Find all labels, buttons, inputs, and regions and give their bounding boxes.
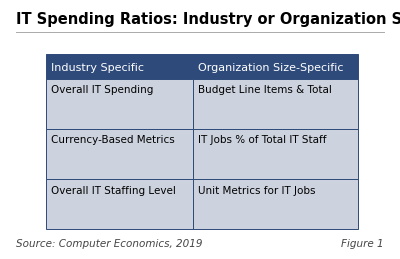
Text: Budget Line Items & Total: Budget Line Items & Total [198, 85, 332, 95]
Text: Overall IT Spending: Overall IT Spending [51, 85, 154, 95]
Bar [46, 54, 193, 79]
Bar [193, 54, 358, 79]
Bar [46, 129, 193, 179]
Text: Organization Size-Specific: Organization Size-Specific [198, 63, 343, 73]
Bar [193, 179, 358, 229]
Text: IT Spending Ratios: Industry or Organization Size?: IT Spending Ratios: Industry or Organiza… [16, 12, 400, 27]
Text: Figure 1: Figure 1 [341, 239, 384, 249]
Text: IT Jobs % of Total IT Staff: IT Jobs % of Total IT Staff [198, 135, 326, 146]
Bar [46, 179, 193, 229]
Bar [46, 79, 193, 129]
Text: Currency-Based Metrics: Currency-Based Metrics [51, 135, 175, 146]
Text: Overall IT Staffing Level: Overall IT Staffing Level [51, 185, 176, 196]
Text: Source: Computer Economics, 2019: Source: Computer Economics, 2019 [16, 239, 202, 249]
Bar [193, 129, 358, 179]
Bar [193, 79, 358, 129]
Text: Unit Metrics for IT Jobs: Unit Metrics for IT Jobs [198, 185, 315, 196]
Text: Industry Specific: Industry Specific [51, 63, 144, 73]
